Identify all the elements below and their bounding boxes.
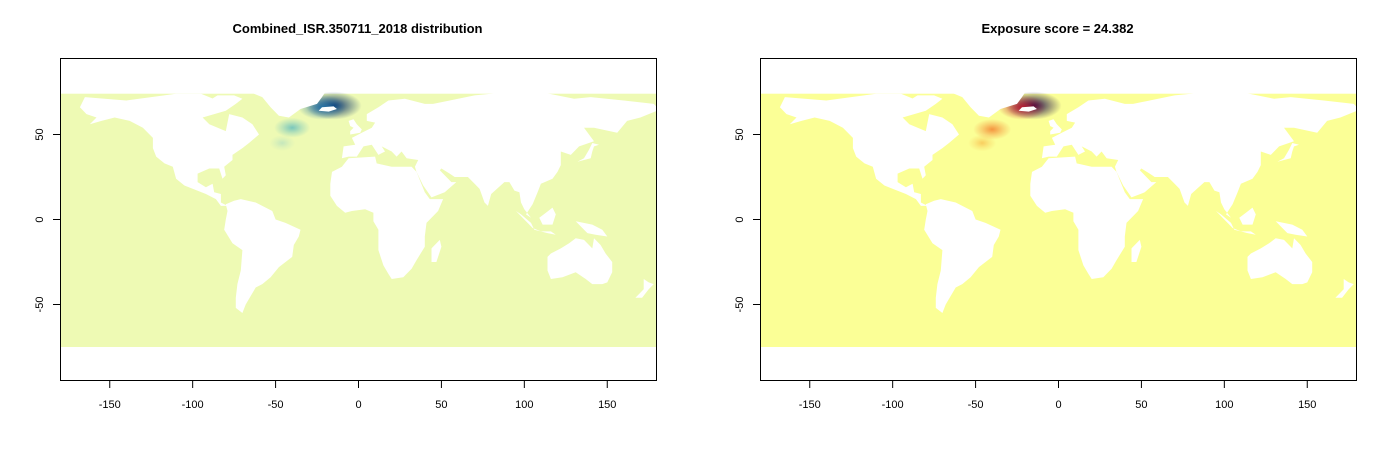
- land-new-zealand: [1335, 279, 1354, 298]
- land-borneo: [1239, 207, 1256, 225]
- land-iceland: [318, 106, 337, 112]
- exposure-map: -150 -100 -50 0 50 100 150 -50 0 50: [734, 58, 1357, 411]
- hotspot: [269, 135, 296, 151]
- land-uk: [348, 119, 362, 135]
- land-north-america: [79, 93, 260, 206]
- land-indonesia: [1216, 211, 1256, 235]
- distribution-map: -150 -100 -50 0 50 100 150 -50 0 50: [34, 58, 657, 411]
- x-tick-label: -150: [799, 399, 821, 411]
- land-iceland: [1018, 106, 1037, 112]
- land-baffin-island: [209, 95, 243, 111]
- hotspot: [973, 118, 1012, 140]
- land-madagascar: [1131, 239, 1142, 262]
- land-new-guinea: [1275, 221, 1308, 237]
- land-baffin-island: [909, 95, 943, 111]
- distribution-panel: Combined_ISR.350711_2018 distribution -1…: [0, 0, 699, 455]
- chart-title: Combined_ISR.350711_2018 distribution: [232, 21, 483, 36]
- x-tick-label: 0: [1055, 399, 1061, 411]
- land-eurasia: [341, 90, 657, 218]
- x-tick-label: 50: [435, 399, 447, 411]
- land-japan: [1274, 143, 1299, 167]
- land-africa: [330, 156, 444, 279]
- land-australia: [547, 238, 613, 285]
- y-tick-label: 50: [34, 128, 46, 140]
- x-tick-label: -150: [99, 399, 121, 411]
- land-new-guinea: [575, 221, 608, 237]
- hotspot: [274, 117, 311, 138]
- land-greenland: [239, 78, 329, 118]
- plot-frame: [60, 58, 657, 381]
- y-tick-label: -50: [34, 297, 46, 313]
- land-south-america: [924, 199, 1001, 313]
- land-uk: [1048, 119, 1062, 135]
- land-madagascar: [431, 239, 442, 262]
- land-greenland: [939, 78, 1029, 118]
- plot-frame: [760, 58, 1357, 381]
- y-tick-label: 0: [34, 216, 46, 222]
- land-new-zealand: [635, 279, 654, 298]
- hotspot: [968, 134, 997, 152]
- land-eurasia: [1041, 90, 1357, 218]
- x-tick-label: 0: [355, 399, 361, 411]
- chart-title: Exposure score = 24.382: [981, 21, 1134, 36]
- x-tick-label: 50: [1135, 399, 1147, 411]
- land-australia: [1247, 238, 1313, 285]
- x-tick-label: 100: [1215, 399, 1233, 411]
- x-tick-label: -100: [182, 399, 204, 411]
- land-borneo: [539, 207, 556, 225]
- x-tick-label: 100: [515, 399, 533, 411]
- x-tick-label: -100: [882, 399, 904, 411]
- x-tick-label: 150: [1298, 399, 1316, 411]
- land-indonesia: [516, 211, 556, 235]
- land-south-america: [224, 199, 301, 313]
- x-tick-label: 150: [598, 399, 616, 411]
- land-africa: [1030, 156, 1144, 279]
- y-tick-label: 0: [734, 216, 746, 222]
- x-tick-label: -50: [268, 399, 284, 411]
- land-japan: [574, 143, 599, 167]
- exposure-panel: Exposure score = 24.382 -150 -100 -50 0 50 10…: [700, 0, 1399, 455]
- x-tick-label: -50: [968, 399, 984, 411]
- land-north-america: [779, 93, 959, 206]
- y-tick-label: -50: [734, 297, 746, 313]
- y-tick-label: 50: [734, 128, 746, 140]
